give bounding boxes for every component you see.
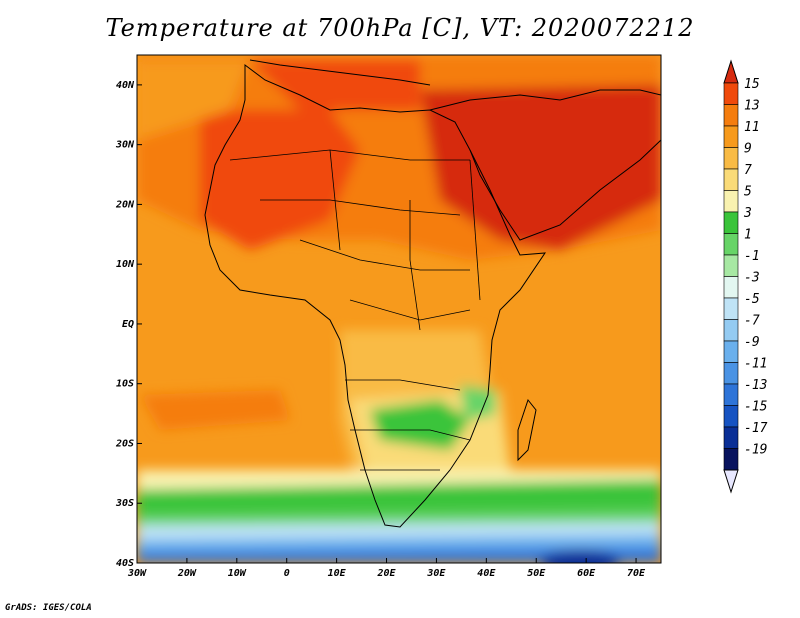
colorbar-swatch: [723, 125, 739, 148]
colorbar: 15 13 11 9 7 5 3 1 -1 -3 -5 -7 -9 -11 -13 -15 -17 -19: [723, 59, 768, 494]
country-borders: [229, 149, 481, 471]
credit-text: GrADS: IGES/COLA: [5, 603, 92, 613]
x-axis: 30W 20W 10W 0 10E 20E 30E 40E 50E 60E 70E: [127, 558, 646, 579]
colorbar-label: -13: [744, 378, 767, 393]
y-tick-label: 10N: [116, 259, 135, 270]
colorbar-label: -17: [744, 421, 768, 436]
map-title: Temperature at 700hPa [C], VT: 202007221…: [105, 14, 695, 42]
colorbar-swatch: [723, 340, 739, 363]
colorbar-label: -9: [744, 335, 760, 350]
x-tick-label: 70E: [627, 568, 646, 579]
colorbar-bottom-arrow: [723, 469, 739, 494]
map-frame: [136, 54, 662, 564]
x-tick-label: 30W: [127, 568, 147, 579]
y-tick-label: 30N: [115, 140, 135, 151]
colorbar-label: 5: [744, 185, 752, 200]
colorbar-label: -11: [744, 357, 767, 372]
y-tick-label: 40N: [116, 80, 135, 91]
colorbar-swatch: [723, 405, 739, 428]
x-tick-label: 10E: [328, 568, 347, 579]
x-tick-label: 40E: [477, 568, 496, 579]
colorbar-top-arrow: [723, 59, 739, 84]
colorbar-label: -19: [744, 443, 767, 458]
colorbar-swatch: [723, 362, 739, 385]
x-tick-label: 50E: [527, 568, 546, 579]
y-tick-label: 20S: [115, 438, 134, 449]
colorbar-label: 3: [743, 206, 752, 221]
y-tick-label: 10S: [116, 379, 134, 390]
x-tick-label: 20E: [376, 568, 396, 579]
y-axis: 40N 30N 20N 10N EQ 10S 20S 30S 40S: [115, 80, 142, 569]
colorbar-label: -1: [744, 249, 760, 264]
x-tick-label: 0: [284, 568, 290, 579]
colorbar-label: -5: [744, 292, 760, 307]
colorbar-swatch: [723, 276, 739, 299]
y-tick-label: 30S: [115, 498, 134, 509]
colorbar-label: 15: [744, 77, 760, 92]
x-tick-label: 20W: [177, 568, 197, 579]
colorbar-swatch: [723, 233, 739, 256]
colorbar-label: 13: [744, 99, 760, 114]
colorbar-swatch: [723, 383, 739, 406]
colorbar-swatch: [723, 168, 739, 191]
x-tick-label: 30E: [426, 568, 446, 579]
colorbar-swatch: [723, 426, 739, 449]
colorbar-swatch: [723, 297, 739, 320]
colorbar-swatch: [723, 104, 739, 127]
temperature-field: [137, 55, 661, 563]
colorbar-swatch: [723, 190, 739, 213]
colorbar-label: -7: [744, 314, 760, 329]
y-tick-label: 40S: [116, 558, 134, 569]
colorbar-label: 7: [744, 163, 752, 178]
colorbar-swatch: [723, 147, 739, 170]
y-tick-label: 20N: [115, 199, 135, 210]
y-tick-label: EQ: [122, 319, 134, 330]
colorbar-swatch: [723, 448, 739, 471]
coastlines: [204, 59, 661, 528]
colorbar-label: 9: [744, 142, 752, 157]
colorbar-swatch: [723, 211, 739, 234]
colorbar-swatch: [723, 254, 739, 277]
colorbar-label: -15: [744, 400, 768, 415]
colorbar-label: 1: [744, 228, 752, 243]
colorbar-swatch: [723, 82, 739, 105]
x-tick-label: 60E: [577, 568, 596, 579]
colorbar-label: -3: [744, 271, 760, 286]
colorbar-swatch: [723, 319, 739, 342]
colorbar-label: 11: [744, 120, 760, 135]
x-tick-label: 10W: [228, 568, 247, 579]
